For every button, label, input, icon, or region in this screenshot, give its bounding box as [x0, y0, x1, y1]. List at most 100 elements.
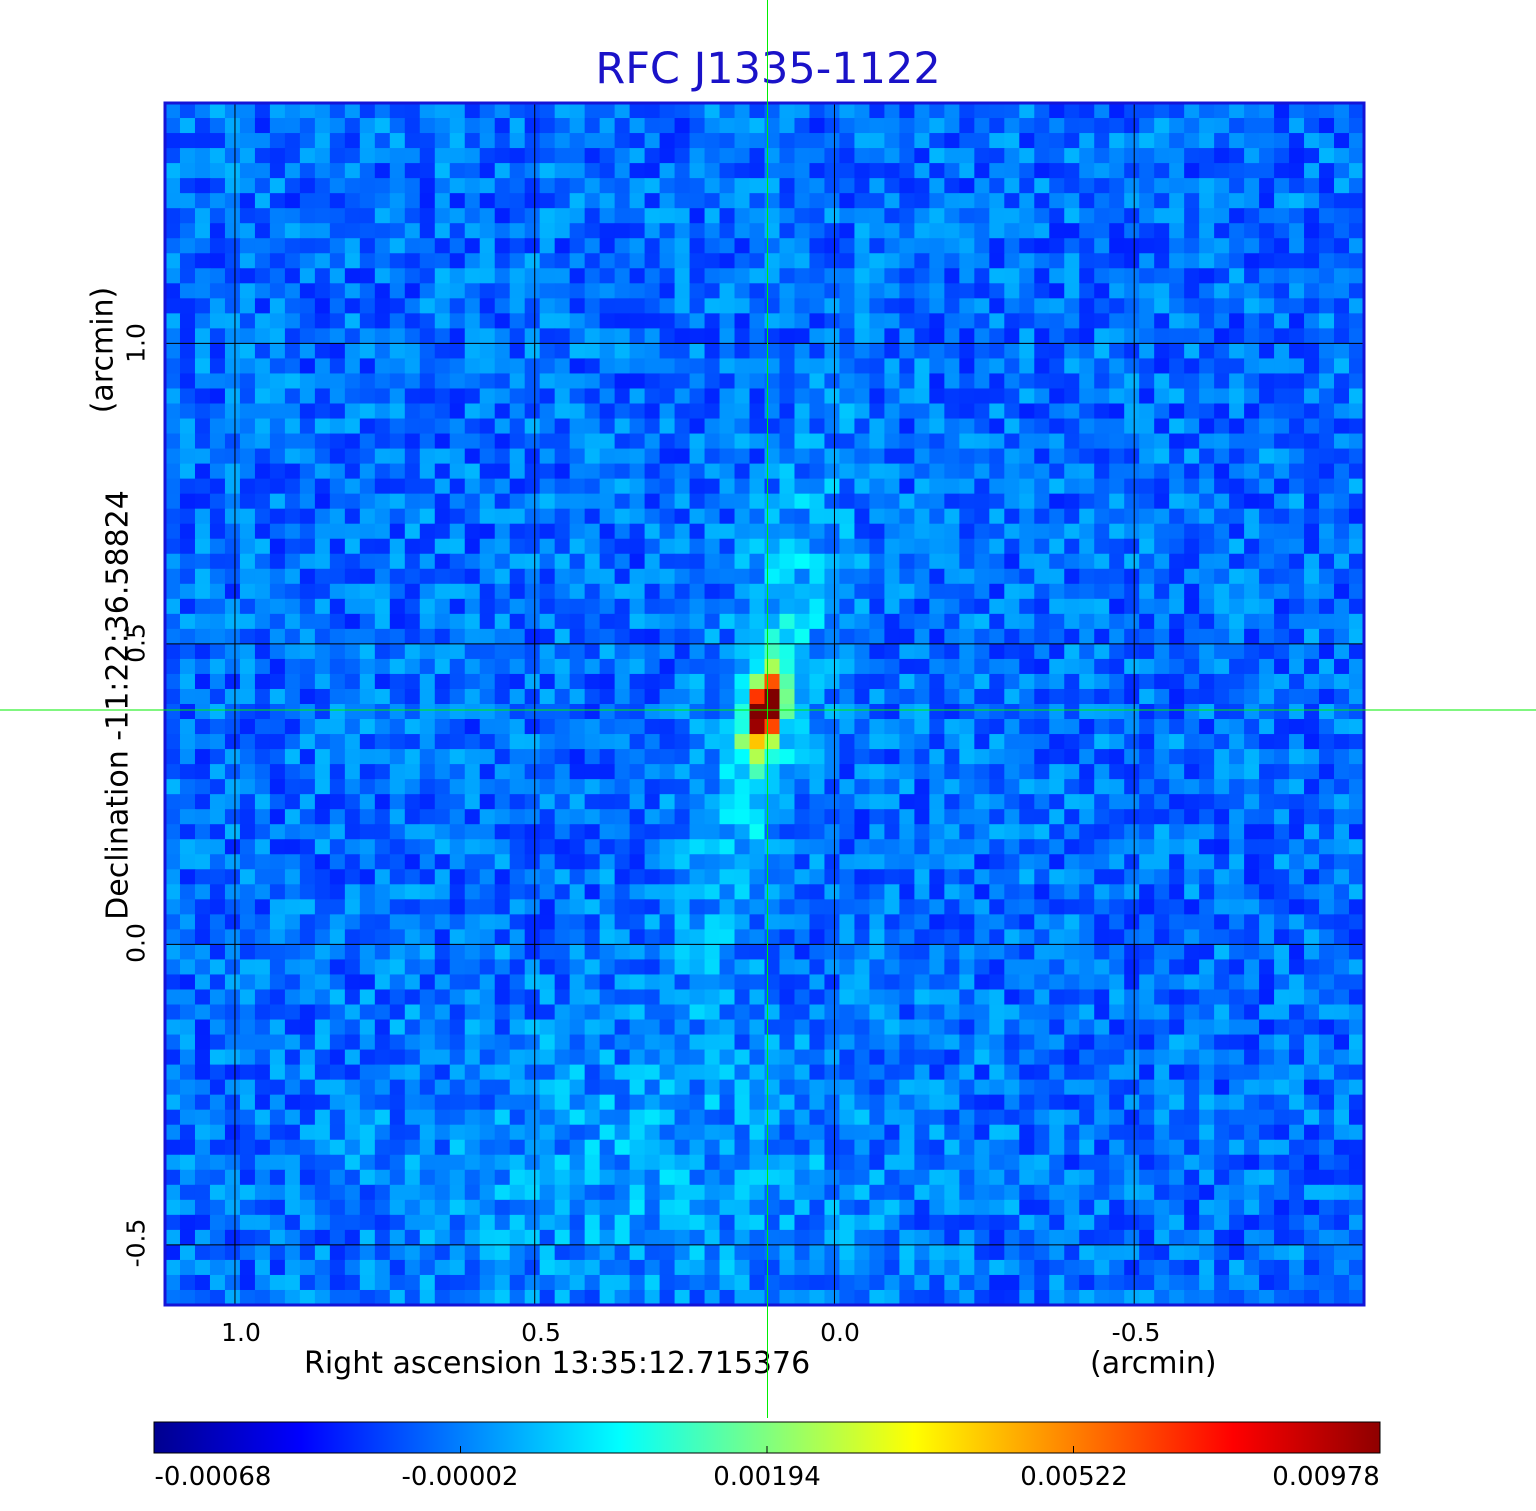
heatmap-cell	[1169, 193, 1185, 209]
heatmap-cell	[1184, 613, 1200, 630]
heatmap-cell	[749, 734, 766, 750]
heatmap-cell	[644, 538, 661, 555]
heatmap-cell	[1274, 133, 1290, 149]
heatmap-cell	[239, 283, 256, 299]
heatmap-cell	[1019, 478, 1035, 495]
heatmap-cell	[314, 869, 331, 885]
heatmap-cell	[1259, 628, 1275, 645]
heatmap-cell	[1019, 989, 1035, 1006]
heatmap-cell	[569, 688, 586, 705]
heatmap-cell	[839, 148, 856, 164]
heatmap-cell	[914, 613, 930, 630]
heatmap-cell	[959, 854, 975, 870]
heatmap-cell	[659, 974, 676, 991]
heatmap-cell	[165, 433, 181, 450]
heatmap-cell	[944, 328, 960, 345]
heatmap-cell	[1109, 583, 1125, 600]
heatmap-cell	[1139, 148, 1155, 164]
heatmap-cell	[1349, 373, 1364, 390]
heatmap-cell	[944, 643, 960, 660]
heatmap-cell	[884, 418, 900, 435]
heatmap-cell	[644, 673, 661, 690]
heatmap-cell	[434, 598, 451, 615]
heatmap-cell	[1319, 238, 1335, 254]
heatmap-cell	[1034, 403, 1050, 420]
heatmap-cell	[1169, 118, 1185, 134]
heatmap-cell	[869, 148, 885, 164]
heatmap-cell	[554, 358, 571, 375]
heatmap-cell	[1289, 253, 1305, 269]
heatmap-cell	[674, 929, 691, 946]
heatmap-cell	[899, 613, 915, 630]
heatmap-cell	[689, 493, 706, 510]
heatmap-cell	[1079, 959, 1095, 976]
heatmap-cell	[824, 163, 841, 179]
heatmap-cell	[869, 779, 885, 795]
heatmap-cell	[1124, 553, 1140, 570]
heatmap-cell	[1049, 884, 1065, 900]
heatmap-cell	[629, 358, 646, 375]
heatmap-cell	[524, 373, 541, 390]
heatmap-cell	[1334, 328, 1350, 345]
heatmap-cell	[674, 884, 691, 900]
heatmap-cell	[284, 343, 301, 360]
heatmap-cell	[689, 148, 706, 164]
heatmap-cell	[1334, 824, 1350, 840]
heatmap-cell	[839, 133, 856, 149]
heatmap-cell	[1304, 448, 1320, 465]
heatmap-cell	[614, 118, 631, 134]
heatmap-cell	[1034, 178, 1050, 194]
heatmap-cell	[194, 704, 211, 720]
heatmap-cell	[629, 673, 646, 690]
heatmap-cell	[809, 133, 826, 149]
heatmap-cell	[524, 493, 541, 510]
heatmap-cell	[1259, 764, 1275, 780]
heatmap-cell	[1004, 418, 1020, 435]
heatmap-cell	[1019, 313, 1035, 329]
heatmap-cell	[314, 628, 331, 645]
heatmap-cell	[1049, 553, 1065, 570]
heatmap-cell	[1199, 598, 1215, 615]
heatmap-cell	[599, 403, 616, 420]
heatmap-cell	[374, 688, 391, 705]
heatmap-cell	[1004, 463, 1020, 480]
heatmap-cell	[629, 944, 646, 961]
heatmap-cell	[554, 719, 571, 735]
heatmap-cell	[719, 448, 736, 465]
heatmap-cell	[1319, 719, 1335, 735]
heatmap-cell	[314, 463, 331, 480]
heatmap-cell	[584, 133, 601, 149]
heatmap-cell	[419, 628, 436, 645]
heatmap-cell	[419, 884, 436, 900]
heatmap-cell	[989, 643, 1005, 660]
heatmap-cell	[569, 1019, 586, 1036]
heatmap-cell	[344, 373, 361, 390]
heatmap-cell	[239, 568, 256, 585]
heatmap-cell	[869, 523, 885, 540]
heatmap-cell	[1349, 944, 1364, 961]
heatmap-cell	[944, 568, 960, 585]
heatmap-cell	[1034, 779, 1050, 795]
heatmap-cell	[1004, 133, 1020, 149]
heatmap-cell	[959, 734, 975, 750]
heatmap-cell	[1199, 493, 1215, 510]
heatmap-cell	[914, 433, 930, 450]
heatmap-cell	[1289, 704, 1305, 720]
heatmap-cell	[389, 719, 406, 735]
heatmap-cell	[1154, 719, 1170, 735]
heatmap-cell	[1124, 959, 1140, 976]
heatmap-cell	[1019, 463, 1035, 480]
heatmap-cell	[314, 779, 331, 795]
heatmap-cell	[1214, 178, 1230, 194]
heatmap-cell	[464, 328, 481, 345]
heatmap-cell	[1109, 268, 1125, 284]
heatmap-cell	[599, 854, 616, 870]
heatmap-cell	[1049, 358, 1065, 375]
heatmap-cell	[1004, 839, 1020, 855]
heatmap-cell	[884, 628, 900, 645]
heatmap-cell	[1079, 538, 1095, 555]
heatmap-cell	[1004, 388, 1020, 405]
heatmap-cell	[764, 373, 781, 390]
heatmap-cell	[914, 989, 930, 1006]
heatmap-cell	[1154, 283, 1170, 299]
